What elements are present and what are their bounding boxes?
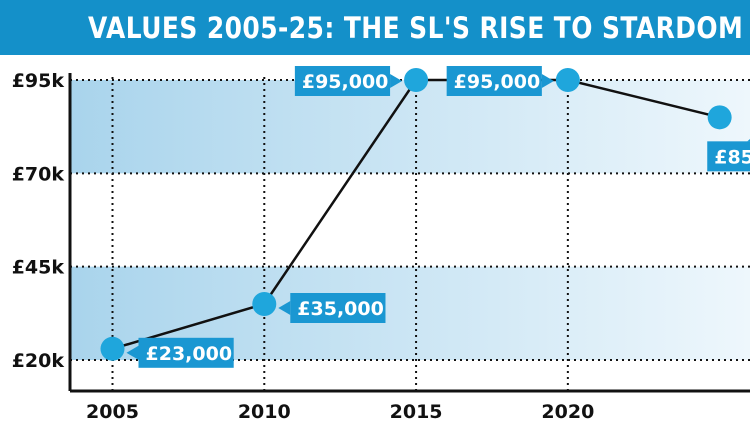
data-label: £95,000 <box>294 66 403 96</box>
data-label-pointer <box>747 139 750 142</box>
data-label-text: £95,000 <box>302 71 389 93</box>
data-label-box <box>707 141 750 172</box>
chart-title: VALUES 2005-25: THE SL'S RISE TO STARDOM <box>88 10 744 45</box>
data-point <box>404 68 429 92</box>
data-label-pointer <box>278 301 291 315</box>
chart-band-upper <box>70 80 750 174</box>
data-label-text: £95,000 <box>454 71 541 93</box>
data-label-pointer <box>541 74 554 88</box>
data-point <box>707 105 732 130</box>
x-tick-label: 2020 <box>541 401 594 421</box>
data-label-text: £23,000 <box>146 343 233 365</box>
chart-title-bar: VALUES 2005-25: THE SL'S RISE TO STARDOM <box>0 0 750 55</box>
x-tick-label: 2015 <box>390 401 443 421</box>
data-label-pointer <box>390 74 403 88</box>
data-label-box <box>446 66 542 96</box>
data-label-text: £35,000 <box>297 298 384 320</box>
data-label-box <box>138 337 234 368</box>
data-label: £23,000 <box>126 337 234 368</box>
data-point <box>252 292 277 316</box>
x-tick-label: 2010 <box>238 401 291 421</box>
data-point <box>555 68 580 92</box>
x-tick-label: 2005 <box>86 401 139 421</box>
data-label-box <box>290 293 386 323</box>
y-tick-label: £20k <box>12 350 65 372</box>
data-point <box>100 336 125 361</box>
data-label: £95,000 <box>446 66 554 96</box>
data-label: £85,000 p <box>707 139 750 172</box>
y-tick-label: £45k <box>12 257 65 279</box>
y-tick-label: £70k <box>12 163 65 185</box>
data-label-pointer <box>126 345 139 360</box>
data-label: £35,000 <box>278 293 386 323</box>
y-tick-label: £95k <box>12 70 65 92</box>
data-label-text: £85,000 p <box>714 146 750 168</box>
data-label-box <box>294 66 391 96</box>
